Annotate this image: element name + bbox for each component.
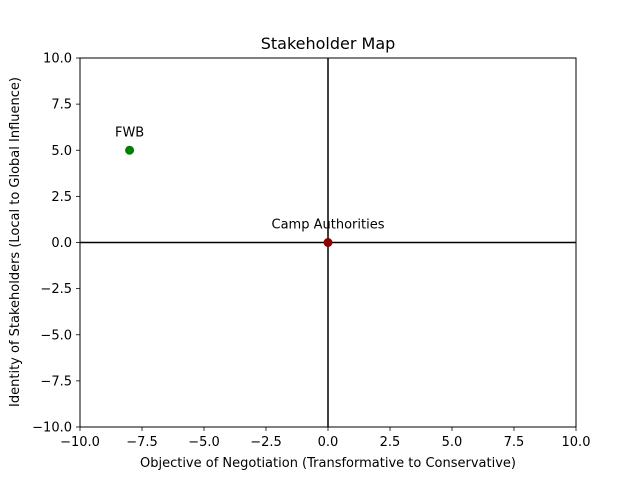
y-tick-label: 0.0 xyxy=(51,236,72,251)
y-tick-label: −5.0 xyxy=(40,328,72,343)
data-point xyxy=(323,238,333,247)
y-tick-label: 5.0 xyxy=(51,144,72,159)
y-tick-label: −10.0 xyxy=(32,421,72,436)
y-axis-ticks: −10.0 −7.5 −5.0 −2.5 0.0 2.5 5.0 7.5 10.0 xyxy=(32,52,80,436)
data-point xyxy=(125,145,135,155)
data-point-label: FWB xyxy=(115,125,144,140)
y-axis-label: Identity of Stakeholders (Local to Globa… xyxy=(8,77,23,407)
x-axis-label: Objective of Negotiation (Transformative… xyxy=(140,456,516,471)
x-tick-label: 7.5 xyxy=(504,435,525,450)
data-point-label: Camp Authorities xyxy=(272,218,385,233)
x-tick-label: −2.5 xyxy=(250,435,282,450)
y-tick-label: −7.5 xyxy=(40,374,72,389)
x-tick-label: 10.0 xyxy=(562,435,591,450)
y-tick-label: 7.5 xyxy=(51,98,72,113)
x-axis-ticks: −10.0 −7.5 −5.0 −2.5 0.0 2.5 5.0 7.5 10.0 xyxy=(60,427,590,450)
y-tick-label: 2.5 xyxy=(51,190,72,205)
x-tick-label: −7.5 xyxy=(126,435,158,450)
x-tick-label: 0.0 xyxy=(318,435,339,450)
y-tick-label: −2.5 xyxy=(40,282,72,297)
x-tick-label: 2.5 xyxy=(380,435,401,450)
x-tick-label: −10.0 xyxy=(60,435,100,450)
data-points: FWB Camp Authorities xyxy=(115,125,385,247)
y-tick-label: 10.0 xyxy=(43,52,72,67)
chart-title: Stakeholder Map xyxy=(261,34,396,53)
x-tick-label: −5.0 xyxy=(188,435,220,450)
x-tick-label: 5.0 xyxy=(442,435,463,450)
